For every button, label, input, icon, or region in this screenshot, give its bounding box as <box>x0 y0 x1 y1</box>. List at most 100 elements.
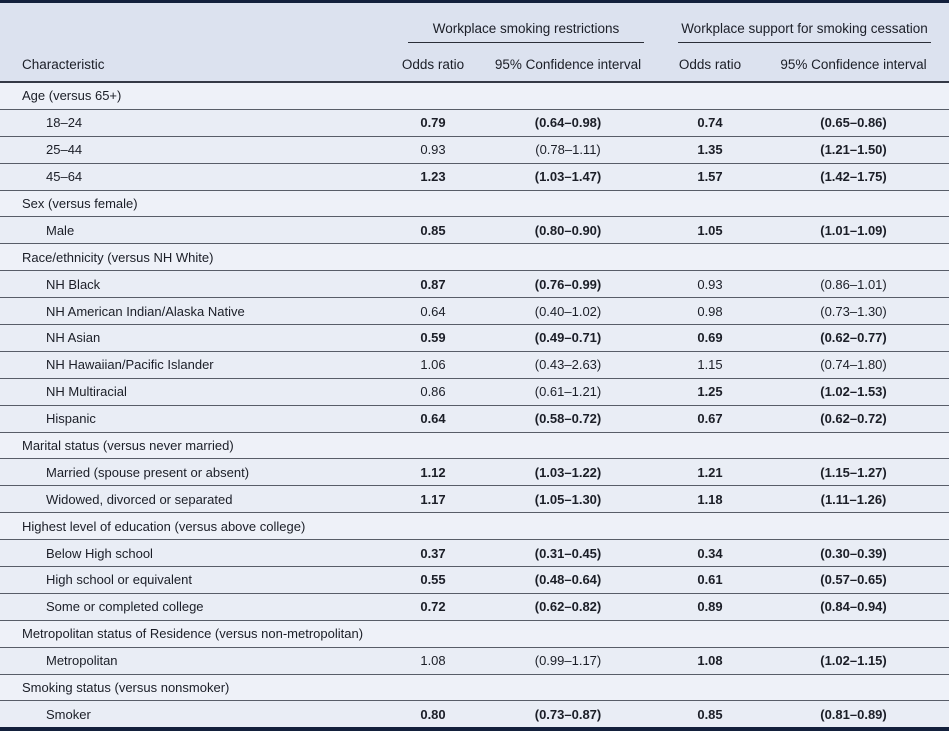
table-row: Smoker 0.80 (0.73–0.87) 0.85 (0.81–0.89) <box>0 700 949 730</box>
characteristic-cell: 18–24 <box>0 109 392 137</box>
ci-restrictions-cell: (0.64–0.98) <box>474 109 662 137</box>
odds-ratio-cessation-cell: 1.21 <box>662 458 758 487</box>
ci-header-restrictions: 95% Confidence interval <box>474 43 662 83</box>
characteristic-cell: Male <box>0 216 392 245</box>
ci-restrictions-cell: (0.40–1.02) <box>474 297 662 326</box>
table-row: NH Hawaiian/Pacific Islander 1.06 (0.43–2.… <box>0 351 949 379</box>
characteristic-cell: 25–44 <box>0 136 392 164</box>
table-row: NH Multiracial 0.86 (0.61–1.21) 1.25 (1.02–1… <box>0 378 949 406</box>
odds-ratio-restrictions-cell: 0.93 <box>392 136 474 164</box>
section-label: Sex (versus female) <box>0 190 949 218</box>
odds-ratio-restrictions-cell: 1.17 <box>392 485 474 514</box>
characteristic-cell: Hispanic <box>0 405 392 433</box>
odds-ratio-restrictions-cell: 1.12 <box>392 458 474 487</box>
odds-ratio-cessation-cell: 1.08 <box>662 647 758 675</box>
section-row: Age (versus 65+) <box>0 82 949 110</box>
table-row: High school or equivalent 0.55 (0.48–0.64)… <box>0 566 949 594</box>
group-header-restrictions: Workplace smoking restrictions <box>392 1 662 43</box>
ci-cessation-cell: (1.15–1.27) <box>758 458 949 487</box>
odds-ratio-cessation-cell: 1.15 <box>662 351 758 379</box>
table-row: Some or completed college 0.72 (0.62–0.82)… <box>0 593 949 621</box>
characteristic-cell: Married (spouse present or absent) <box>0 458 392 487</box>
ci-restrictions-cell: (1.05–1.30) <box>474 485 662 514</box>
characteristic-cell: High school or equivalent <box>0 566 392 594</box>
odds-ratio-cessation-cell: 1.18 <box>662 485 758 514</box>
odds-ratio-restrictions-cell: 1.23 <box>392 163 474 191</box>
odds-ratio-cessation-cell: 1.25 <box>662 378 758 406</box>
odds-ratio-cessation-cell: 1.35 <box>662 136 758 164</box>
section-label: Highest level of education (versus above… <box>0 512 949 541</box>
ci-restrictions-cell: (0.61–1.21) <box>474 378 662 406</box>
ci-restrictions-cell: (0.62–0.82) <box>474 593 662 621</box>
characteristic-cell: NH American Indian/Alaska Native <box>0 297 392 326</box>
table-row: Hispanic 0.64 (0.58–0.72) 0.67 (0.62–0.72) <box>0 405 949 433</box>
ci-cessation-cell: (0.30–0.39) <box>758 539 949 568</box>
ci-restrictions-cell: (0.76–0.99) <box>474 270 662 299</box>
column-group-row: Workplace smoking restrictions Workplace… <box>0 1 949 43</box>
ci-cessation-cell: (0.81–0.89) <box>758 700 949 730</box>
ci-restrictions-cell: (0.31–0.45) <box>474 539 662 568</box>
characteristic-cell: NH Asian <box>0 324 392 352</box>
ci-header-cessation: 95% Confidence interval <box>758 43 949 83</box>
ci-cessation-cell: (1.01–1.09) <box>758 216 949 245</box>
table-body: Age (versus 65+) 18–24 0.79 (0.64–0.98) 0.74… <box>0 82 949 730</box>
ci-restrictions-cell: (0.80–0.90) <box>474 216 662 245</box>
odds-ratio-header-cessation: Odds ratio <box>662 43 758 83</box>
ci-cessation-cell: (1.11–1.26) <box>758 485 949 514</box>
odds-ratio-restrictions-cell: 0.59 <box>392 324 474 352</box>
odds-ratio-restrictions-cell: 0.72 <box>392 593 474 621</box>
odds-ratio-restrictions-cell: 0.80 <box>392 700 474 730</box>
ci-restrictions-cell: (0.49–0.71) <box>474 324 662 352</box>
section-row: Highest level of education (versus above… <box>0 512 949 541</box>
ci-cessation-cell: (0.62–0.77) <box>758 324 949 352</box>
characteristic-cell: NH Black <box>0 270 392 299</box>
ci-cessation-cell: (1.42–1.75) <box>758 163 949 191</box>
table-row: NH American Indian/Alaska Native 0.64 (0.4… <box>0 297 949 326</box>
ci-cessation-cell: (0.74–1.80) <box>758 351 949 379</box>
table-row: Widowed, divorced or separated 1.17 (1.05–… <box>0 485 949 514</box>
section-row: Metropolitan status of Residence (versus… <box>0 620 949 648</box>
ci-restrictions-cell: (1.03–1.47) <box>474 163 662 191</box>
section-label: Race/ethnicity (versus NH White) <box>0 243 949 272</box>
ci-restrictions-cell: (0.99–1.17) <box>474 647 662 675</box>
odds-ratio-cessation-cell: 0.67 <box>662 405 758 433</box>
column-header-row: Characteristic Odds ratio 95% Confidence… <box>0 43 949 83</box>
table-row: Below High school 0.37 (0.31–0.45) 0.34 (0.3… <box>0 539 949 568</box>
ci-cessation-cell: (0.57–0.65) <box>758 566 949 594</box>
table-row: 45–64 1.23 (1.03–1.47) 1.57 (1.42–1.75) <box>0 163 949 191</box>
ci-cessation-cell: (1.02–1.15) <box>758 647 949 675</box>
characteristic-cell: Some or completed college <box>0 593 392 621</box>
characteristic-cell: 45–64 <box>0 163 392 191</box>
odds-ratio-restrictions-cell: 0.55 <box>392 566 474 594</box>
odds-ratio-cessation-cell: 0.93 <box>662 270 758 299</box>
characteristic-cell: Metropolitan <box>0 647 392 675</box>
odds-ratio-cessation-cell: 0.61 <box>662 566 758 594</box>
ci-restrictions-cell: (0.78–1.11) <box>474 136 662 164</box>
table-row: Married (spouse present or absent) 1.12 (1… <box>0 458 949 487</box>
ci-restrictions-cell: (0.58–0.72) <box>474 405 662 433</box>
characteristic-cell: Widowed, divorced or separated <box>0 485 392 514</box>
section-row: Marital status (versus never married) <box>0 432 949 460</box>
empty-header-cell <box>0 1 392 43</box>
ci-cessation-cell: (0.62–0.72) <box>758 405 949 433</box>
ci-cessation-cell: (1.21–1.50) <box>758 136 949 164</box>
ci-cessation-cell: (0.73–1.30) <box>758 297 949 326</box>
odds-ratio-restrictions-cell: 0.87 <box>392 270 474 299</box>
odds-ratio-cessation-cell: 0.69 <box>662 324 758 352</box>
characteristic-cell: NH Multiracial <box>0 378 392 406</box>
odds-ratio-restrictions-cell: 0.64 <box>392 405 474 433</box>
odds-ratio-cessation-cell: 1.05 <box>662 216 758 245</box>
odds-ratio-cessation-cell: 0.34 <box>662 539 758 568</box>
group-header-cessation-label: Workplace support for smoking cessation <box>678 21 931 43</box>
ci-cessation-cell: (1.02–1.53) <box>758 378 949 406</box>
ci-restrictions-cell: (1.03–1.22) <box>474 458 662 487</box>
table-header: Workplace smoking restrictions Workplace… <box>0 1 949 83</box>
odds-ratio-restrictions-cell: 0.64 <box>392 297 474 326</box>
group-header-cessation: Workplace support for smoking cessation <box>662 1 949 43</box>
odds-ratio-cessation-cell: 0.98 <box>662 297 758 326</box>
odds-ratio-restrictions-cell: 1.08 <box>392 647 474 675</box>
ci-restrictions-cell: (0.43–2.63) <box>474 351 662 379</box>
characteristic-cell: Smoker <box>0 700 392 730</box>
table-row: NH Black 0.87 (0.76–0.99) 0.93 (0.86–1.01) <box>0 270 949 299</box>
